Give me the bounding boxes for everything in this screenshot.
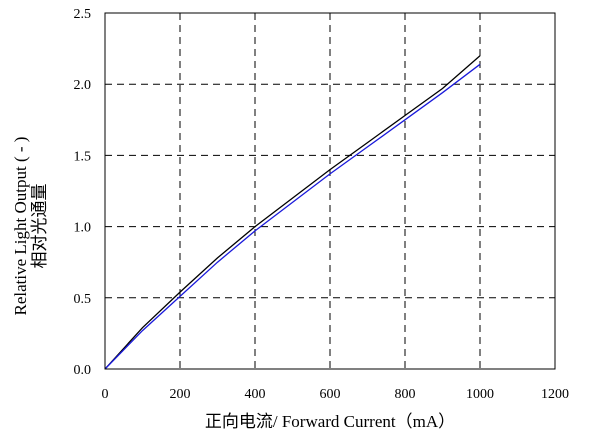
x-tick-label: 200 xyxy=(170,387,191,402)
y-tick-label: 2.0 xyxy=(74,78,92,93)
y-tick-label: 1.5 xyxy=(74,149,92,164)
x-tick-label: 0 xyxy=(102,387,109,402)
y-tick-label: 2.5 xyxy=(74,7,92,22)
grid-lines xyxy=(105,13,555,369)
x-axis-title: 正向电流/ Forward Current（mA） xyxy=(205,412,455,431)
y-tick-label: 1.0 xyxy=(74,221,92,236)
x-tick-label: 400 xyxy=(245,387,266,402)
y-axis-title-en: Relative Light Output ( - ) xyxy=(11,137,30,316)
x-tick-labels: 0 200 400 600 800 1000 1200 xyxy=(102,387,570,402)
series-line-1 xyxy=(104,55,481,370)
series-lines xyxy=(104,55,481,370)
y-tick-label: 0.0 xyxy=(74,363,92,378)
plot-frame xyxy=(104,12,556,370)
x-tick-label: 1000 xyxy=(466,387,494,402)
x-tick-label: 800 xyxy=(395,387,416,402)
x-tick-label: 1200 xyxy=(541,387,569,402)
series-line-2 xyxy=(104,63,481,370)
y-tick-label: 0.5 xyxy=(74,292,92,307)
y-axis-title-cn: 相对光通量 xyxy=(30,184,49,269)
y-tick-labels: 0.0 0.5 1.0 1.5 2.0 2.5 xyxy=(74,7,92,378)
x-tick-label: 600 xyxy=(320,387,341,402)
